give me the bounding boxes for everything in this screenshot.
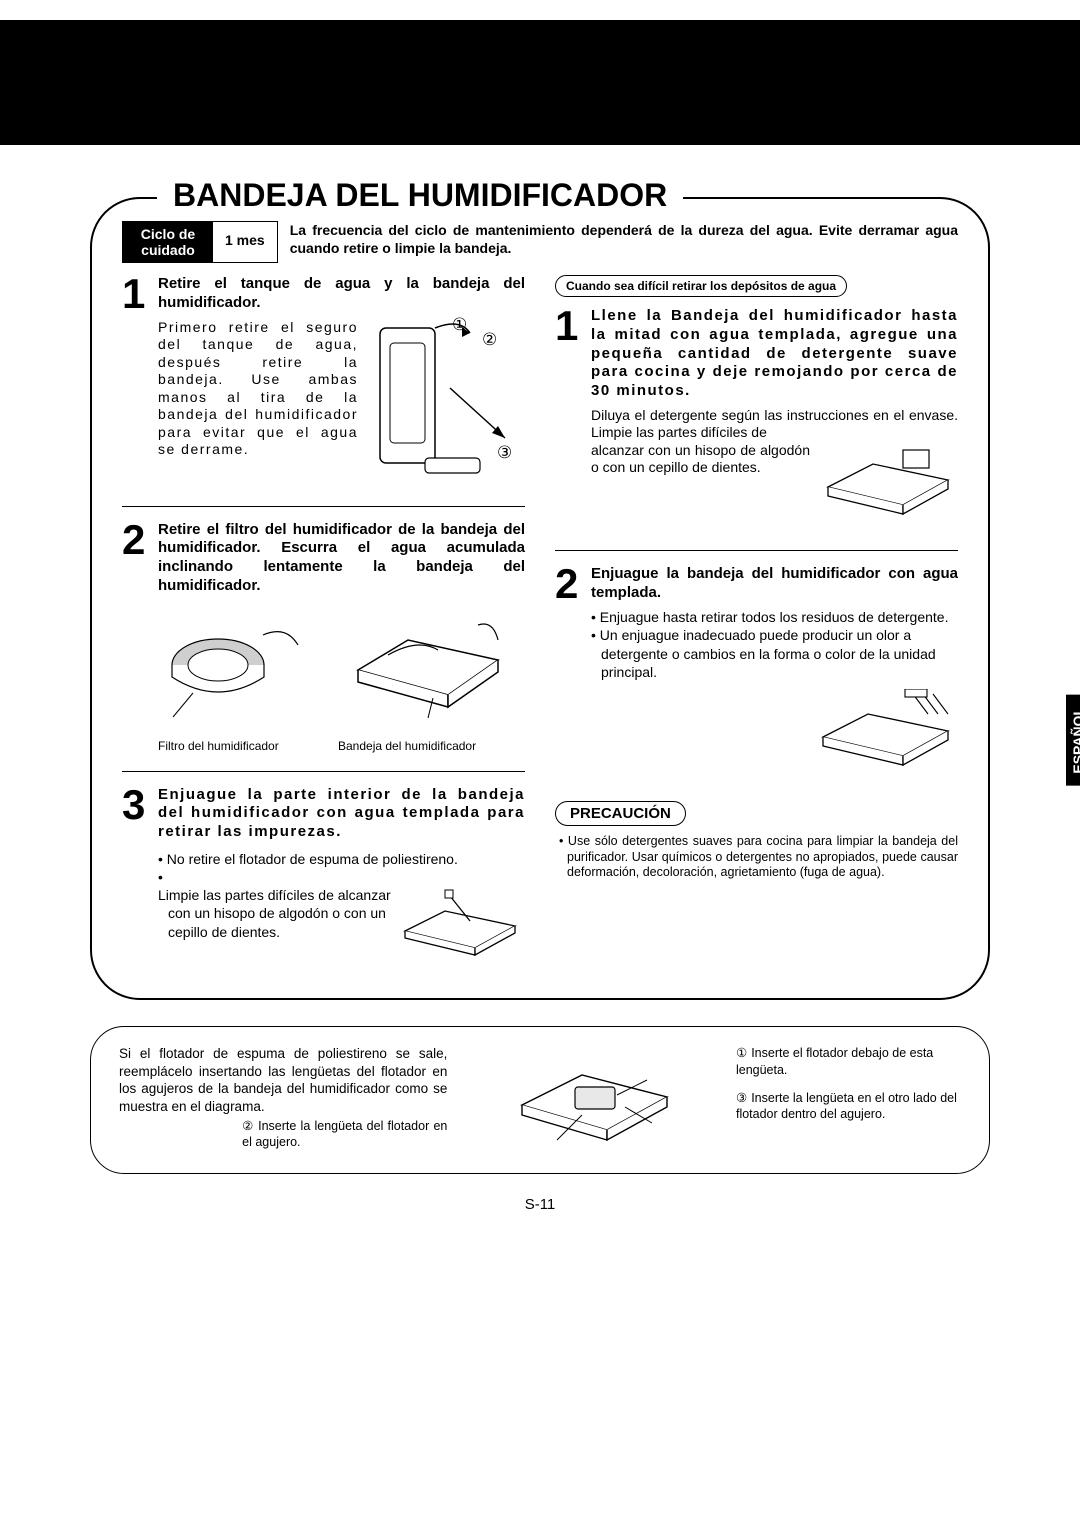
cycle-box: Ciclo de cuidado 1 mes bbox=[122, 221, 278, 263]
divider bbox=[122, 771, 525, 772]
step-number: 1 bbox=[122, 275, 150, 488]
svg-text:③: ③ bbox=[497, 443, 512, 462]
step-text: Diluya el detergente según las instrucci… bbox=[591, 407, 958, 442]
language-tab: ESPAÑOL bbox=[1066, 695, 1080, 786]
step-title: Enjuague la parte interior de la bandeja… bbox=[158, 786, 525, 842]
bullet: Un enjuague inadecuado puede producir un… bbox=[601, 626, 958, 681]
caption: Filtro del humidificador bbox=[158, 739, 318, 753]
main-section: BANDEJA DEL HUMIDIFICADOR Ciclo de cuida… bbox=[90, 197, 990, 1000]
float-box: Si el flotador de espuma de poliestireno… bbox=[90, 1026, 990, 1174]
tank-diagram: ① ② ③ bbox=[370, 313, 525, 488]
step-title: Retire el tanque de agua y la bandeja de… bbox=[158, 275, 525, 313]
float-diagram bbox=[465, 1045, 718, 1155]
tray-diagram: Bandeja del humidificador bbox=[338, 610, 508, 753]
header-black-band bbox=[0, 20, 1080, 145]
svg-text:②: ② bbox=[482, 330, 497, 349]
section-title: BANDEJA DEL HUMIDIFICADOR bbox=[157, 177, 683, 214]
page-number: S-11 bbox=[90, 1196, 990, 1213]
step-title: Retire el filtro del humidificador de la… bbox=[158, 521, 525, 596]
precaution-body: Use sólo detergentes suaves para cocina … bbox=[555, 834, 958, 881]
rinse-diagram bbox=[591, 689, 958, 779]
circled-num-icon: ① bbox=[736, 1046, 747, 1060]
circled-num-icon: ③ bbox=[736, 1091, 747, 1105]
note-text: Inserte la lengüeta en el otro lado del … bbox=[736, 1091, 957, 1121]
step-title: Llene la Bandeja del humidificador hasta… bbox=[591, 307, 958, 401]
svg-text:①: ① bbox=[452, 315, 467, 334]
precaution-label: PRECAUCIÓN bbox=[555, 801, 686, 826]
step-text: Primero retire el seguro del tanque de a… bbox=[158, 319, 358, 459]
precaution-text: Use sólo detergentes suaves para cocina … bbox=[567, 834, 958, 881]
note-text: Inserte el flotador debajo de esta lengü… bbox=[736, 1046, 933, 1076]
step-number: 2 bbox=[555, 565, 583, 779]
bullet: No retire el flotador de espuma de polie… bbox=[168, 850, 525, 868]
bullet: Limpie las partes difíciles de alcanzar … bbox=[168, 868, 525, 965]
deposits-pill: Cuando sea difícil retirar los depósitos… bbox=[555, 275, 847, 297]
divider bbox=[122, 506, 525, 507]
left-column: 1 Retire el tanque de agua y la bandeja … bbox=[122, 275, 525, 973]
left-step-1: 1 Retire el tanque de agua y la bandeja … bbox=[122, 275, 525, 488]
step-number: 2 bbox=[122, 521, 150, 753]
divider bbox=[555, 550, 958, 551]
step-title: Enjuague la bandeja del humidificador co… bbox=[591, 565, 958, 603]
bullet: Enjuague hasta retirar todos los residuo… bbox=[601, 608, 958, 626]
right-step-1: 1 Llene la Bandeja del humidificador has… bbox=[555, 307, 958, 532]
soak-diagram bbox=[818, 442, 958, 532]
header-text: La frecuencia del ciclo de mantenimiento… bbox=[290, 221, 958, 257]
right-step-2: 2 Enjuague la bandeja del humidificador … bbox=[555, 565, 958, 779]
cycle-row: Ciclo de cuidado 1 mes La frecuencia del… bbox=[122, 221, 958, 263]
float-notes: ①Inserte el flotador debajo de esta leng… bbox=[736, 1045, 972, 1122]
cycle-label: Ciclo de cuidado bbox=[123, 222, 213, 262]
step-number: 3 bbox=[122, 786, 150, 966]
right-column: Cuando sea difícil retirar los depósitos… bbox=[555, 275, 958, 973]
note-text: Inserte la lengüeta del flotador en el a… bbox=[242, 1119, 447, 1149]
left-step-2: 2 Retire el filtro del humidificador de … bbox=[122, 521, 525, 753]
caption: Bandeja del humidificador bbox=[338, 739, 508, 753]
left-step-3: 3 Enjuague la parte interior de la bande… bbox=[122, 786, 525, 966]
filter-diagram: Filtro del humidificador bbox=[158, 615, 318, 753]
brush-diagram bbox=[405, 886, 525, 965]
float-intro: Si el flotador de espuma de poliestireno… bbox=[119, 1045, 447, 1150]
circled-num-icon: ② bbox=[242, 1119, 254, 1133]
step-number: 1 bbox=[555, 307, 583, 532]
cycle-value: 1 mes bbox=[213, 222, 277, 262]
step-text-wrap: alcanzar con un hisopo de algodón o con … bbox=[591, 442, 810, 477]
